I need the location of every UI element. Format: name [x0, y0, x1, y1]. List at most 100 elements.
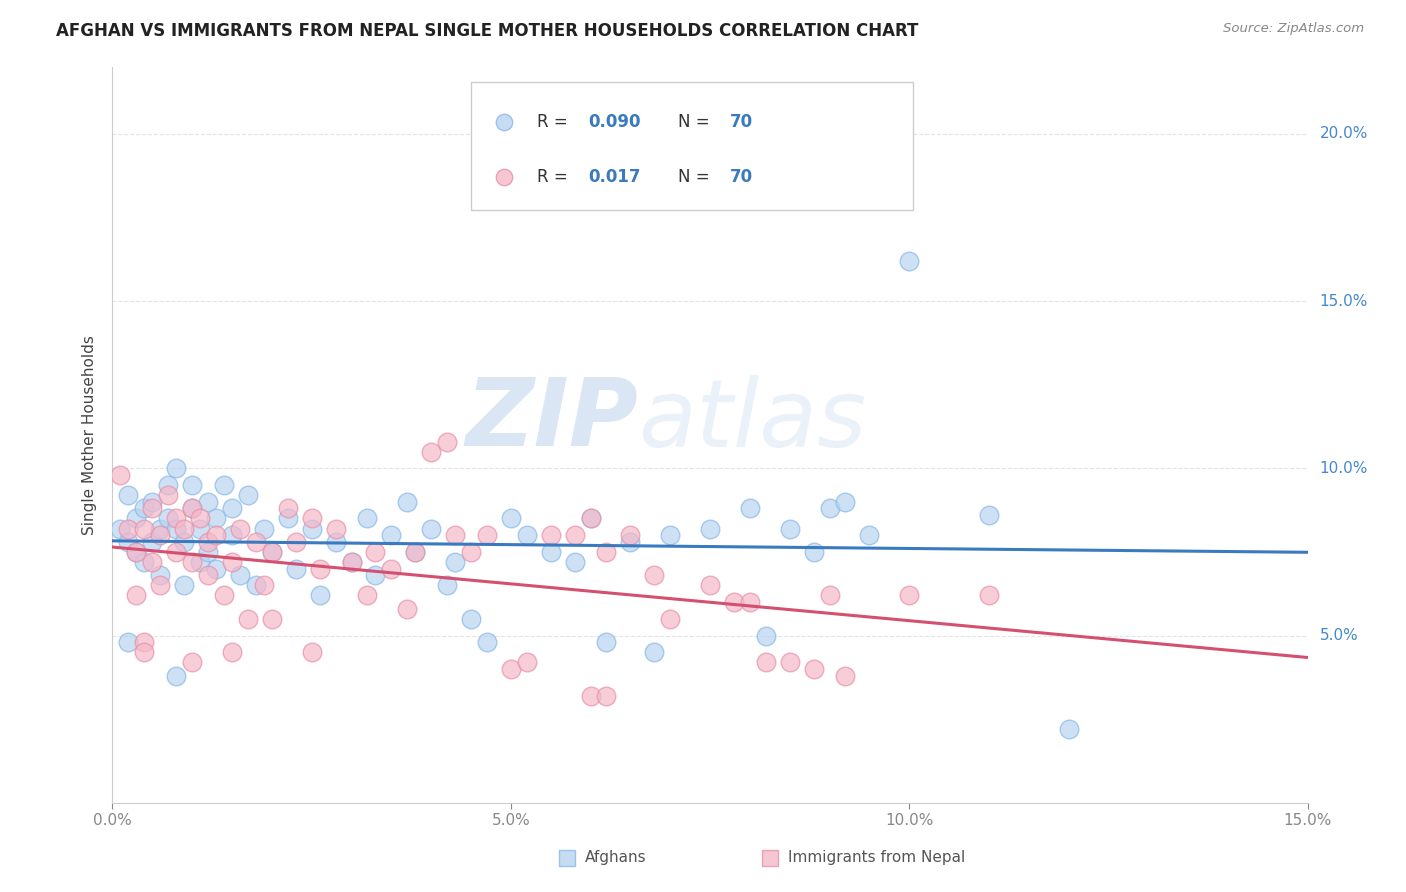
Point: [125, 511, 148, 525]
Point: [260, 545, 283, 559]
Point: [236, 488, 259, 502]
Point: [475, 528, 498, 542]
Point: [245, 534, 267, 549]
Point: [356, 589, 378, 603]
Point: [253, 578, 276, 592]
Point: [540, 545, 562, 559]
Point: [579, 511, 602, 525]
Point: [404, 545, 426, 559]
Point: [205, 562, 228, 576]
FancyBboxPatch shape: [471, 81, 914, 211]
Point: [977, 508, 1000, 522]
Point: [723, 595, 745, 609]
Point: [420, 521, 443, 535]
Point: [284, 534, 307, 549]
Point: [595, 545, 617, 559]
Point: [117, 521, 139, 535]
Point: [134, 521, 156, 535]
Point: [188, 511, 211, 525]
Point: [755, 628, 778, 642]
Point: [253, 521, 276, 535]
Point: [110, 521, 132, 535]
Point: [301, 645, 323, 659]
Point: [125, 545, 148, 559]
Point: [117, 635, 139, 649]
Point: [340, 555, 363, 569]
Point: [165, 511, 187, 525]
Point: [173, 521, 195, 535]
Point: [197, 568, 219, 582]
Point: [110, 467, 132, 482]
Point: [181, 501, 204, 516]
Point: [301, 521, 323, 535]
Point: [803, 545, 825, 559]
Point: [188, 521, 211, 535]
Point: [858, 528, 880, 542]
Point: [977, 589, 1000, 603]
Point: [396, 494, 419, 508]
Point: [818, 589, 841, 603]
Text: Source: ZipAtlas.com: Source: ZipAtlas.com: [1223, 22, 1364, 36]
Point: [149, 528, 172, 542]
Point: [229, 568, 252, 582]
Text: 70: 70: [730, 169, 754, 186]
Point: [221, 645, 243, 659]
Point: [260, 545, 283, 559]
Point: [181, 478, 204, 492]
Point: [460, 545, 482, 559]
Point: [229, 521, 252, 535]
Point: [125, 545, 148, 559]
Point: [364, 568, 387, 582]
Text: ZIP: ZIP: [465, 374, 638, 467]
Point: [117, 534, 139, 549]
Text: 10.0%: 10.0%: [1320, 461, 1368, 475]
Point: [325, 534, 347, 549]
Point: [277, 501, 299, 516]
Point: [659, 612, 682, 626]
Point: [134, 645, 156, 659]
Point: [134, 635, 156, 649]
Point: [125, 589, 148, 603]
Point: [579, 511, 602, 525]
Point: [460, 612, 482, 626]
Point: [141, 501, 163, 516]
Text: 0.017: 0.017: [588, 169, 641, 186]
Point: [157, 478, 180, 492]
Point: [165, 521, 187, 535]
Point: [173, 534, 195, 549]
Y-axis label: Single Mother Households: Single Mother Households: [82, 334, 97, 535]
Point: [165, 669, 187, 683]
Point: [779, 521, 801, 535]
Point: [364, 545, 387, 559]
Point: [499, 662, 522, 676]
Point: [245, 578, 267, 592]
Point: [141, 555, 163, 569]
Point: [898, 253, 921, 268]
Point: [564, 528, 586, 542]
Point: [659, 528, 682, 542]
Point: [221, 555, 243, 569]
Point: [284, 562, 307, 576]
Text: 5.0%: 5.0%: [1320, 628, 1358, 643]
Point: [643, 645, 665, 659]
Point: [699, 578, 721, 592]
Point: [516, 528, 538, 542]
Point: [834, 494, 856, 508]
Point: [205, 528, 228, 542]
Point: [212, 589, 235, 603]
Point: [699, 521, 721, 535]
Text: Immigrants from Nepal: Immigrants from Nepal: [787, 850, 965, 865]
Point: [197, 494, 219, 508]
Point: [380, 528, 402, 542]
Text: 0.090: 0.090: [588, 113, 641, 131]
Point: [540, 528, 562, 542]
Point: [595, 689, 617, 703]
Point: [157, 488, 180, 502]
Point: [564, 555, 586, 569]
Point: [643, 568, 665, 582]
Point: [738, 595, 761, 609]
Point: [260, 612, 283, 626]
Point: [165, 461, 187, 475]
Point: [738, 501, 761, 516]
Point: [404, 545, 426, 559]
